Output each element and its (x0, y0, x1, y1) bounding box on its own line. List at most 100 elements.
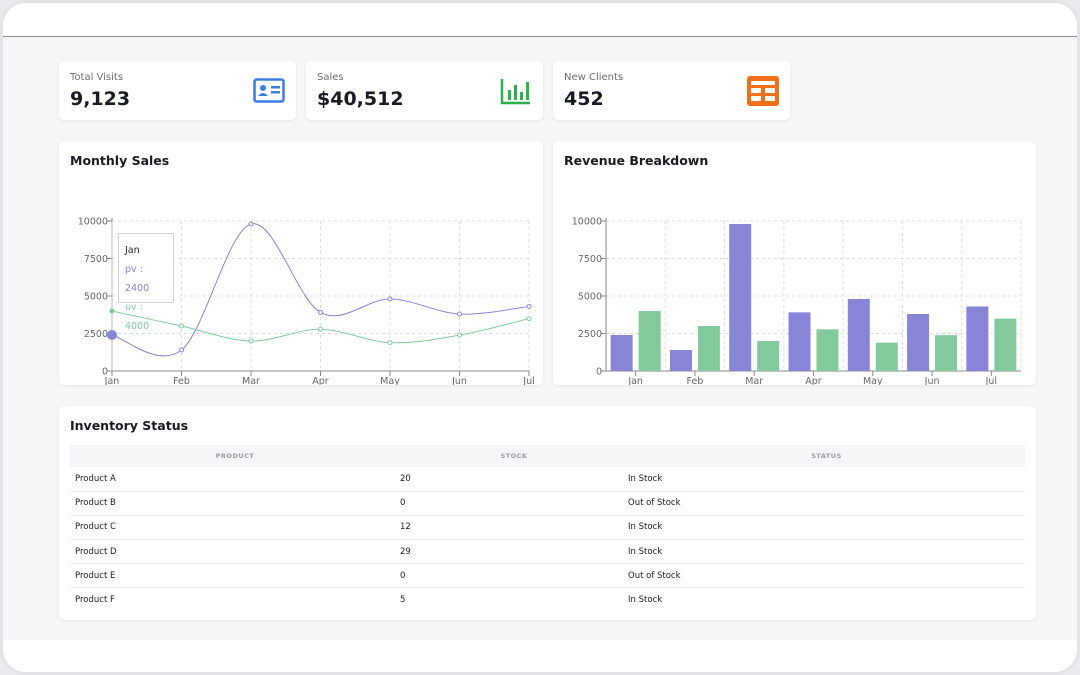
x-tick-label: Jul (985, 376, 997, 385)
x-tick-label: May (380, 376, 400, 385)
data-point-uv (109, 308, 115, 314)
y-tick-label: 5000 (84, 292, 108, 303)
x-tick-label: Mar (745, 376, 763, 385)
card-title: Revenue Breakdown (564, 153, 709, 168)
data-point-uv (179, 323, 184, 329)
x-tick-label: May (863, 376, 883, 385)
stock-cell: 5 (400, 595, 406, 606)
y-tick-label: 5000 (578, 292, 602, 303)
bar-uv (935, 335, 958, 371)
y-tick-label: 7500 (578, 254, 602, 265)
table-row[interactable]: Product D 29 In Stock (70, 539, 1025, 565)
y-tick-label: 10000 (572, 217, 602, 228)
status-cell: Out of Stock (628, 563, 1025, 589)
bar-pv (729, 224, 752, 371)
x-tick-label: Jun (451, 376, 467, 385)
data-point-uv (387, 340, 393, 346)
bar-pv (669, 350, 692, 371)
data-point-uv (248, 338, 254, 344)
bar-pv (610, 335, 633, 371)
y-tick-label: 2500 (84, 329, 108, 340)
status-cell: Out of Stock (628, 491, 1025, 516)
bar-pv (847, 299, 870, 371)
tooltip-pv: pv : 2400 (125, 264, 150, 294)
stat-card-clients: New Clients 452 (553, 61, 790, 120)
data-point-uv (526, 316, 532, 322)
stat-card-sales: Sales $40,512 (306, 61, 543, 120)
bar-chart-icon (500, 79, 530, 105)
y-tick-label: 10000 (78, 217, 108, 228)
x-tick-label: Feb (173, 376, 190, 385)
product-cell: Product A (70, 467, 400, 492)
stock-cell: 0 (400, 563, 628, 589)
inventory-card: Inventory Status Product Stock Status Pr… (59, 406, 1036, 620)
stock-cell: 29 (400, 539, 628, 565)
x-tick-label: Apr (312, 376, 329, 385)
stat-value: $40,512 (317, 88, 404, 110)
grid-table-icon (747, 76, 779, 106)
tooltip-uv: uv : 4000 (125, 302, 150, 332)
bar-pv (788, 312, 811, 371)
product-cell: Product C (70, 515, 400, 541)
data-point-pv (526, 304, 532, 309)
status-cell: In Stock (628, 467, 1025, 492)
x-tick-label: Mar (242, 376, 260, 385)
y-tick-label: 0 (596, 367, 602, 378)
data-point-pv (318, 309, 323, 315)
bar-pv (966, 306, 989, 371)
product-cell: Product F (75, 595, 115, 606)
chart-tooltip: Jan pv : 2400 uv : 4000 (118, 233, 174, 332)
y-tick-label: 2500 (578, 329, 602, 340)
stock-cell: 12 (400, 515, 628, 541)
data-point-pv (457, 311, 462, 317)
x-tick-label: Apr (805, 376, 822, 385)
status-cell: In Stock (628, 595, 663, 606)
x-tick-label: Jan (104, 376, 120, 385)
stat-label: New Clients (564, 72, 624, 83)
status-cell: In Stock (628, 515, 1025, 541)
product-cell: Product B (70, 491, 400, 516)
bar-uv (638, 311, 661, 371)
data-point-pv (248, 221, 254, 227)
stat-card-visits: Total Visits 9,123 (59, 61, 296, 120)
column-header[interactable]: Stock (400, 445, 628, 467)
dashboard-content: Total Visits 9,123 Sales $40,512 New (3, 37, 1077, 643)
status-cell: In Stock (628, 539, 1025, 565)
table-row[interactable]: Product F 5 In Stock (70, 588, 1025, 612)
product-cell: Product D (70, 539, 400, 565)
data-point-pv (179, 347, 184, 353)
bottom-bar (3, 640, 1077, 672)
table-row[interactable]: Product E 0 Out of Stock (70, 563, 1025, 589)
stat-value: 452 (564, 88, 604, 110)
bar-uv (697, 326, 720, 371)
x-tick-label: Jul (522, 376, 534, 385)
table-header-row: Product Stock Status (70, 445, 1025, 467)
column-header[interactable]: Product (70, 445, 400, 467)
id-card-icon (253, 78, 285, 103)
table-row[interactable]: Product A 20 In Stock (70, 467, 1025, 492)
y-tick-label: 7500 (84, 254, 108, 265)
bar-uv (994, 318, 1017, 371)
data-point-uv (318, 326, 323, 332)
bar-pv (907, 314, 930, 371)
inventory-table: Product Stock Status Product A 20 In Stock… (70, 445, 1025, 612)
card-title: Monthly Sales (70, 153, 170, 168)
product-cell: Product E (70, 563, 400, 589)
table-row[interactable]: Product B 0 Out of Stock (70, 491, 1025, 516)
y-tick-label: 0 (102, 367, 108, 378)
monthly-sales-card: Monthly Sales 0 2500 5000 7500 10000 Jan Feb Ma… (59, 141, 543, 385)
tooltip-title: Jan (125, 245, 140, 256)
stock-cell: 20 (400, 467, 628, 492)
stat-label: Total Visits (70, 72, 124, 83)
card-title: Inventory Status (70, 418, 189, 433)
revenue-breakdown-card: Revenue Breakdown 0 2500 5000 7500 10000 Jan F… (553, 141, 1036, 385)
x-tick-label: Jan (627, 376, 643, 385)
monthly-sales-line-chart: 0 2500 5000 7500 10000 Jan Feb Mar Apr May Jun Jul p… (78, 217, 535, 386)
bar-uv (816, 329, 839, 371)
column-header[interactable]: Status (628, 445, 1025, 467)
data-point-pv (387, 296, 393, 302)
table-row[interactable]: Product C 12 In Stock (70, 515, 1025, 541)
revenue-bar-chart: 025005000750010000JanFebMarAprMayJunJulp… (572, 217, 1022, 385)
bar-uv (757, 341, 780, 371)
